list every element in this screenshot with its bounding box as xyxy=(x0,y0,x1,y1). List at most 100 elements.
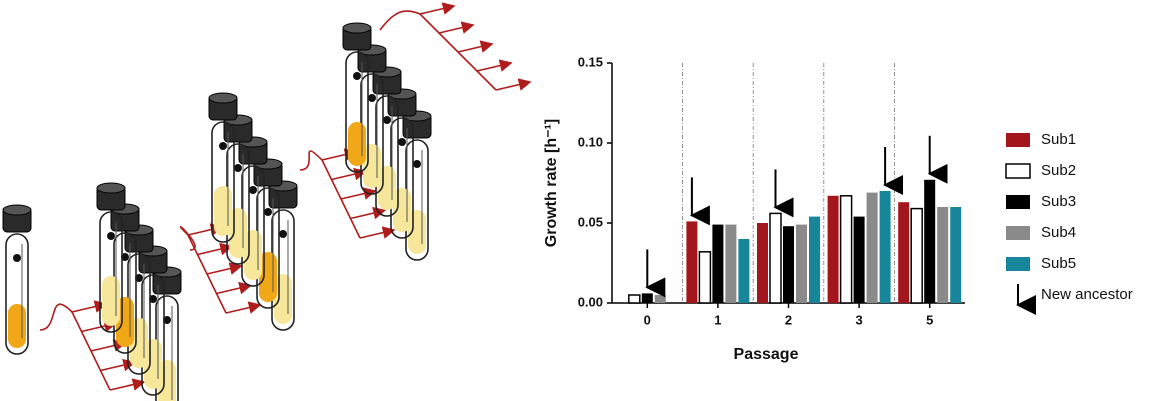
transfer-arrow xyxy=(419,2,456,15)
bar xyxy=(910,207,923,304)
transfer-arrow xyxy=(109,378,146,391)
vial xyxy=(138,245,168,396)
vial-illustration xyxy=(2,2,532,401)
vial-bead xyxy=(383,116,391,124)
transfer-curve xyxy=(39,303,73,331)
bar xyxy=(712,224,724,303)
vial-bead xyxy=(13,254,21,262)
bar xyxy=(725,224,737,303)
vial-glass xyxy=(345,51,369,173)
vial-bead xyxy=(279,230,287,238)
transfer-arrow xyxy=(457,40,494,53)
vial-bead xyxy=(107,232,115,240)
transfer-arrow xyxy=(495,78,532,91)
x-tick-label: 5 xyxy=(926,312,933,327)
y-tick-label: 0.00 xyxy=(578,294,603,309)
vial-cap-top xyxy=(96,182,126,194)
vial-bead xyxy=(353,72,361,80)
x-axis-title: Passage xyxy=(734,346,799,363)
transfer-arrow xyxy=(340,187,377,200)
vial-liquid xyxy=(8,304,26,348)
transfer-arrow xyxy=(331,167,368,181)
vial xyxy=(2,204,32,355)
bar xyxy=(924,179,936,303)
bar xyxy=(898,202,910,303)
vial-liquid xyxy=(348,122,366,166)
y-tick-label: 0.05 xyxy=(578,214,603,229)
transfer-arrow xyxy=(206,262,243,275)
transfer-arrow xyxy=(225,301,262,314)
vial-cap-top xyxy=(208,92,238,104)
legend-swatch xyxy=(1006,226,1030,240)
vial xyxy=(208,92,238,243)
bar xyxy=(853,216,865,303)
legend-swatch xyxy=(1006,133,1030,147)
vial xyxy=(402,110,432,261)
vial-liquid xyxy=(214,186,232,236)
transfer-arrow xyxy=(359,226,396,239)
bar xyxy=(769,212,782,304)
vial-bead xyxy=(249,186,257,194)
transfer-arrow xyxy=(350,206,387,220)
legend-label: Sub5 xyxy=(1041,255,1076,272)
bar xyxy=(866,192,878,303)
x-tick-label: 0 xyxy=(644,312,651,327)
transfer-curve xyxy=(299,150,323,171)
legend-label: New ancestor xyxy=(1041,286,1133,303)
bar xyxy=(796,224,807,303)
transfer-arrow xyxy=(216,281,253,295)
vial-bead xyxy=(121,253,129,261)
x-tick-label: 3 xyxy=(855,312,862,327)
transfer-arrow xyxy=(71,300,108,313)
bar xyxy=(757,223,768,303)
vial xyxy=(96,182,126,333)
bar xyxy=(686,221,698,303)
vial-bead xyxy=(135,274,143,282)
legend-label: Sub4 xyxy=(1041,224,1076,241)
legend-swatch xyxy=(1006,257,1030,271)
bar xyxy=(950,207,962,303)
vial-bead xyxy=(398,138,406,146)
bar xyxy=(698,251,712,304)
bar xyxy=(783,226,794,303)
vial-bead xyxy=(413,160,421,168)
vial-bead xyxy=(264,208,272,216)
legend-swatch xyxy=(1006,195,1030,209)
x-tick-label: 1 xyxy=(714,312,721,327)
legend-label: Sub2 xyxy=(1041,162,1076,179)
legend-label: Sub1 xyxy=(1041,131,1076,148)
y-tick-label: 0.15 xyxy=(578,54,603,69)
vial-bead xyxy=(234,164,242,172)
vial-liquid xyxy=(102,276,120,326)
vial-glass xyxy=(5,233,29,355)
vial-bead xyxy=(368,94,376,102)
bar xyxy=(827,195,839,303)
legend-label: Sub3 xyxy=(1041,193,1076,210)
bar xyxy=(879,191,891,303)
vial xyxy=(342,22,372,173)
bar xyxy=(738,239,750,303)
vial-cap-top xyxy=(2,204,32,216)
vial-bead xyxy=(219,142,227,150)
y-axis-title: Growth rate [h⁻¹] xyxy=(543,119,560,247)
transfer-arrow xyxy=(197,242,234,256)
transfer-arrow xyxy=(438,21,475,34)
vial-bead xyxy=(163,316,171,324)
transfer-curve xyxy=(379,10,421,31)
bar xyxy=(654,295,666,303)
bar xyxy=(628,294,641,304)
vial-glass xyxy=(99,211,123,333)
bar xyxy=(641,293,653,303)
vial-bead xyxy=(149,295,157,303)
y-tick-label: 0.10 xyxy=(578,134,603,149)
transfer-arrow xyxy=(100,358,137,372)
vial-cap-top xyxy=(342,22,372,34)
bar xyxy=(937,207,949,303)
vial-glass xyxy=(211,121,235,243)
bar xyxy=(809,216,820,303)
transfer-arrow xyxy=(476,59,513,72)
x-tick-label: 2 xyxy=(785,312,792,327)
transfer-trunk xyxy=(419,13,497,91)
legend-swatch xyxy=(1005,163,1031,179)
